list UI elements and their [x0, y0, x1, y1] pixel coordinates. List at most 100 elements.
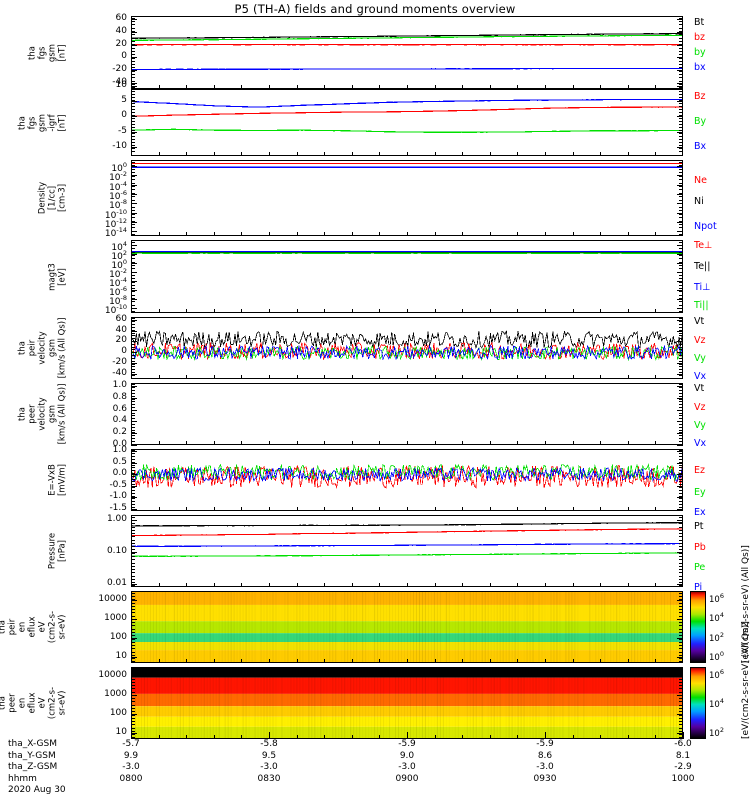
y-minor-tick — [679, 387, 683, 389]
y-minor-tick — [679, 432, 683, 434]
x-minor-tick — [158, 85, 160, 89]
x-minor-tick — [269, 583, 270, 587]
x-minor-tick — [655, 375, 657, 379]
y-minor-tick — [131, 44, 135, 46]
y-minor-tick — [679, 374, 683, 376]
y-minor-tick — [131, 724, 135, 726]
y-minor-tick — [679, 384, 683, 386]
y-minor-tick — [679, 196, 683, 198]
y-tick-mark — [131, 657, 137, 659]
y-minor-tick — [679, 641, 683, 643]
y-minor-tick — [131, 523, 135, 525]
y-minor-tick — [131, 274, 135, 276]
y-tick-label: 40 — [115, 324, 127, 335]
y-minor-tick — [679, 529, 683, 531]
y-minor-tick — [679, 704, 683, 706]
x-minor-tick — [489, 583, 491, 587]
y-tick-mark — [677, 82, 683, 84]
x-minor-tick — [241, 232, 243, 236]
y-tick-label: 0.0 — [112, 439, 127, 449]
y-minor-tick — [679, 421, 683, 422]
y-tick-label: -5 — [118, 125, 127, 136]
y-minor-tick — [131, 526, 135, 528]
y-minor-tick — [131, 426, 135, 428]
x-minor-tick — [296, 441, 298, 445]
y-tick-mark — [131, 319, 137, 321]
y-tick-mark — [131, 82, 137, 84]
y-minor-tick — [679, 415, 683, 417]
y-minor-tick — [679, 443, 683, 445]
peer-eflux-colorbar — [690, 667, 706, 739]
y-tick-mark — [131, 373, 137, 375]
y-minor-tick — [131, 192, 135, 194]
y-minor-tick — [131, 234, 135, 236]
y-minor-tick — [679, 308, 683, 309]
y-minor-tick — [679, 210, 683, 212]
x-minor-tick — [351, 659, 353, 663]
y-minor-tick — [131, 707, 135, 709]
y-minor-tick — [679, 423, 683, 425]
y-minor-tick — [131, 418, 135, 420]
y-tick-label: 10-2 — [109, 266, 127, 280]
y-minor-tick — [131, 658, 135, 660]
y-minor-tick — [131, 352, 135, 354]
y-minor-tick — [131, 288, 135, 290]
y-minor-tick — [679, 542, 683, 544]
y-minor-tick — [679, 326, 683, 328]
y-minor-tick — [131, 443, 135, 445]
colorbar-tick-label: 104 — [709, 611, 724, 625]
y-minor-tick — [131, 130, 135, 132]
y-minor-tick — [679, 245, 683, 246]
y-minor-tick — [131, 343, 135, 345]
x-minor-tick — [351, 85, 353, 89]
y-tick-label: 5 — [121, 95, 127, 106]
y-tick-mark — [677, 733, 683, 735]
x-minor-tick — [269, 441, 270, 445]
y-minor-tick — [131, 87, 135, 89]
y-minor-tick — [679, 248, 683, 250]
y-minor-tick — [679, 418, 683, 420]
y-minor-tick — [679, 278, 683, 280]
y-tick-mark — [131, 86, 137, 87]
y-minor-tick — [679, 96, 683, 98]
y-minor-tick — [131, 324, 135, 325]
x-minor-tick — [269, 232, 270, 236]
y-minor-tick — [131, 516, 135, 518]
legend-label-By: By — [694, 116, 707, 127]
x-minor-tick — [241, 152, 243, 156]
x-minor-tick — [434, 507, 436, 511]
y-tick-mark — [677, 101, 683, 103]
legend-label-Npot: Npot — [694, 221, 717, 232]
y-minor-tick — [131, 168, 135, 170]
y-minor-tick — [679, 635, 683, 637]
y-minor-tick — [679, 185, 683, 187]
y-minor-tick — [679, 24, 683, 26]
y-tick-mark — [677, 583, 683, 585]
y-minor-tick — [131, 142, 135, 144]
y-tick-mark — [677, 184, 683, 186]
y-tick-label: 10-4 — [109, 276, 127, 290]
x-minor-tick — [407, 85, 408, 89]
y-tick-label: -10 — [112, 140, 127, 151]
y-minor-tick — [131, 698, 135, 700]
y-minor-tick — [131, 182, 135, 184]
y-minor-tick — [131, 70, 135, 72]
y-tick-mark — [677, 290, 683, 292]
y-tick-label: 10-2 — [109, 170, 127, 184]
y-minor-tick — [131, 661, 135, 663]
legend-label-bz: bz — [694, 32, 706, 43]
y-minor-tick — [131, 304, 135, 306]
y-minor-tick — [679, 717, 683, 719]
legend-label-Ey: Ey — [694, 487, 706, 498]
x-minor-tick — [627, 441, 629, 445]
y-minor-tick — [679, 161, 683, 163]
y-minor-tick — [679, 592, 683, 594]
y-minor-tick — [131, 93, 135, 95]
x-minor-tick — [627, 85, 629, 89]
x-major-tick — [131, 732, 132, 739]
y-tick-mark — [677, 497, 683, 499]
x-minor-tick — [627, 232, 629, 236]
x-minor-tick — [324, 375, 326, 379]
y-minor-tick — [131, 377, 135, 379]
y-tick-label: 60 — [115, 313, 127, 324]
